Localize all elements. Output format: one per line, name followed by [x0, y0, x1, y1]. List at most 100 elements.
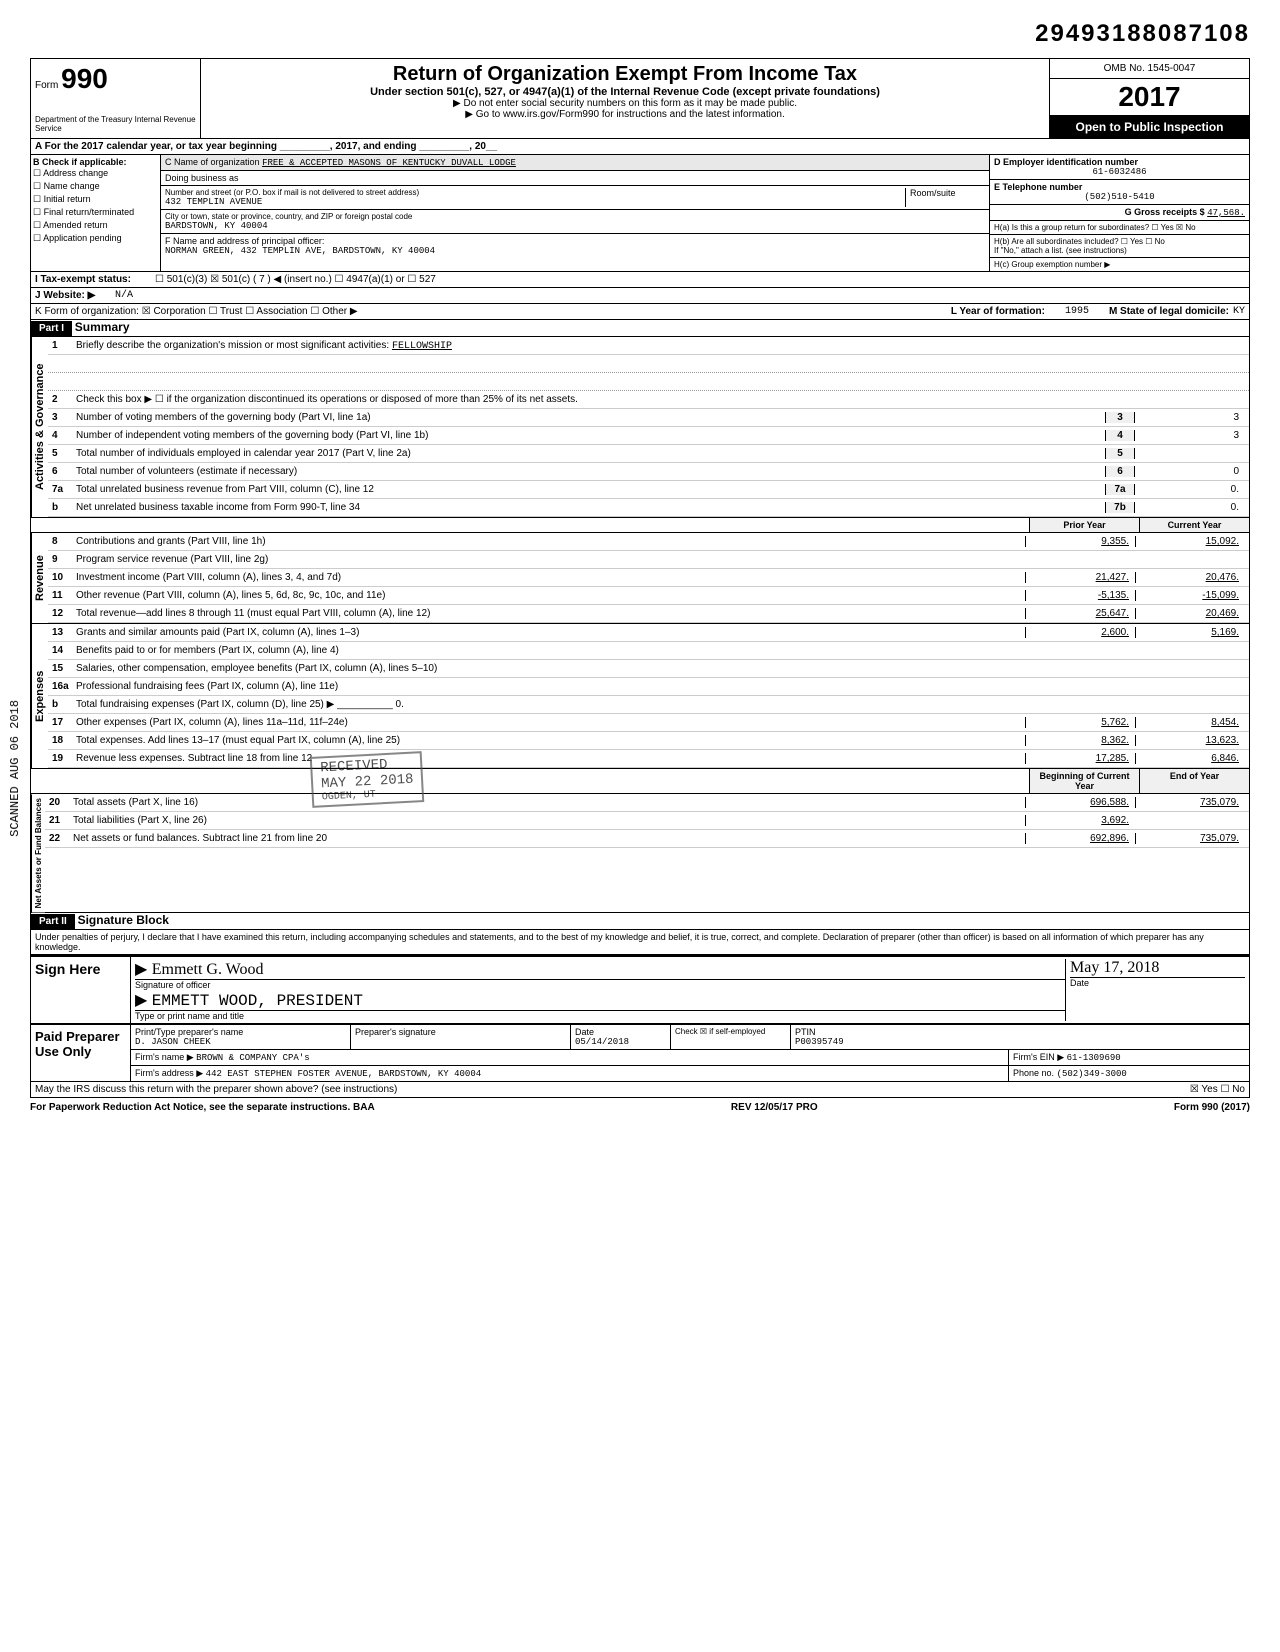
current-val: 15,092. [1135, 536, 1245, 547]
line-desc: Professional fundraising fees (Part IX, … [76, 681, 1025, 692]
cb-final-return[interactable]: Final return/terminated [33, 206, 158, 219]
line-num: 13 [52, 627, 76, 638]
cb-name-change[interactable]: Name change [33, 180, 158, 193]
prior-val: 9,355. [1025, 536, 1135, 547]
financial-line: b Total fundraising expenses (Part IX, c… [48, 696, 1249, 714]
current-val: -15,099. [1135, 590, 1245, 601]
line-num: 16a [52, 681, 76, 692]
netassets-side: Net Assets or Fund Balances [31, 794, 45, 912]
line6-desc: Total number of volunteers (estimate if … [76, 466, 1105, 477]
prior-val: 25,647. [1025, 608, 1135, 619]
line4-val: 3 [1135, 430, 1245, 441]
cb-address-change[interactable]: Address change [33, 167, 158, 180]
cb-initial-return[interactable]: Initial return [33, 193, 158, 206]
footer-right: Form 990 (2017) [1174, 1102, 1250, 1113]
line-desc: Program service revenue (Part VIII, line… [76, 554, 1025, 565]
hb-note: If "No," attach a list. (see instruction… [994, 246, 1127, 255]
line-num: 21 [49, 815, 73, 826]
line-desc: Other expenses (Part IX, column (A), lin… [76, 717, 1025, 728]
firm-label: Firm's name ▶ [135, 1052, 194, 1062]
line7b-val: 0. [1135, 502, 1245, 513]
paid-preparer-label: Paid Preparer Use Only [31, 1025, 131, 1081]
line-num: 8 [52, 536, 76, 547]
line-desc: Benefits paid to or for members (Part IX… [76, 645, 1025, 656]
tel-value: (502)510-5410 [994, 192, 1245, 202]
city-label: City or town, state or province, country… [165, 212, 985, 221]
revenue-side: Revenue [31, 533, 48, 623]
financial-line: 14 Benefits paid to or for members (Part… [48, 642, 1249, 660]
cb-application[interactable]: Application pending [33, 232, 158, 245]
org-city: BARDSTOWN, KY 40004 [165, 221, 985, 231]
dba-label: Doing business as [165, 173, 239, 183]
current-year-header: Current Year [1139, 518, 1249, 532]
ptin-label: PTIN [795, 1027, 1245, 1037]
current-val: 5,169. [1135, 627, 1245, 638]
part2-header: Part II [31, 914, 75, 929]
officer-name: EMMETT WOOD, PRESIDENT [152, 992, 363, 1010]
prior-val: 692,896. [1025, 833, 1135, 844]
date-label: Date [1070, 977, 1245, 988]
sign-here-label: Sign Here [31, 957, 131, 1023]
f-label: F Name and address of principal officer: [165, 236, 985, 246]
prior-val: 17,285. [1025, 753, 1135, 764]
line-desc: Total fundraising expenses (Part IX, col… [76, 699, 1025, 710]
line4-desc: Number of independent voting members of … [76, 430, 1105, 441]
line-num: 5 [52, 448, 76, 459]
line-desc: Other revenue (Part VIII, column (A), li… [76, 590, 1025, 601]
section-header-block: B Check if applicable: Address change Na… [30, 155, 1250, 272]
line-num: 3 [52, 412, 76, 423]
row-k-label: K Form of organization: ☒ Corporation ☐ … [35, 306, 951, 317]
prior-year-header: Prior Year [1029, 518, 1139, 532]
governance-side: Activities & Governance [31, 337, 48, 517]
line-desc: Investment income (Part VIII, column (A)… [76, 572, 1025, 583]
end-year-header: End of Year [1139, 769, 1249, 793]
org-address: 432 TEMPLIN AVENUE [165, 197, 905, 207]
box-label: 6 [1105, 466, 1135, 477]
ein-value: 61-6032486 [994, 167, 1245, 177]
phone-label: Phone no. [1013, 1068, 1054, 1078]
print-label: Print/Type preparer's name [135, 1027, 346, 1037]
line-desc: Salaries, other compensation, employee b… [76, 663, 1025, 674]
ein-label: D Employer identification number [994, 157, 1245, 167]
current-val: 20,476. [1135, 572, 1245, 583]
tax-year: 2017 [1050, 79, 1249, 116]
prior-val: 8,362. [1025, 735, 1135, 746]
discuss-answer: ☒ Yes ☐ No [1190, 1084, 1245, 1095]
line-desc: Net assets or fund balances. Subtract li… [73, 833, 1025, 844]
part2-title: Signature Block [78, 913, 169, 927]
current-val: 13,623. [1135, 735, 1245, 746]
financial-line: 18 Total expenses. Add lines 13–17 (must… [48, 732, 1249, 750]
omb-number: OMB No. 1545-0047 [1050, 59, 1249, 79]
addr-label: Number and street (or P.O. box if mail i… [165, 188, 905, 197]
form-title: Return of Organization Exempt From Incom… [205, 63, 1045, 86]
ptin-value: P00395749 [795, 1037, 1245, 1047]
box-label: 7a [1105, 484, 1135, 495]
ha-row: H(a) Is this a group return for subordin… [990, 221, 1249, 235]
line-desc: Contributions and grants (Part VIII, lin… [76, 536, 1025, 547]
line-num: 17 [52, 717, 76, 728]
line-num: 7a [52, 484, 76, 495]
form-number: 990 [61, 63, 108, 94]
line7a-desc: Total unrelated business revenue from Pa… [76, 484, 1105, 495]
self-employed-check: Check ☒ if self-employed [671, 1025, 791, 1049]
line-desc: Grants and similar amounts paid (Part IX… [76, 627, 1025, 638]
cb-amended[interactable]: Amended return [33, 219, 158, 232]
prior-val: 21,427. [1025, 572, 1135, 583]
prep-date: 05/14/2018 [575, 1037, 666, 1047]
line-num: 10 [52, 572, 76, 583]
beginning-year-header: Beginning of Current Year [1029, 769, 1139, 793]
financial-line: 21 Total liabilities (Part X, line 26) 3… [45, 812, 1249, 830]
box-label: 3 [1105, 412, 1135, 423]
line-num: 4 [52, 430, 76, 441]
financial-line: 17 Other expenses (Part IX, column (A), … [48, 714, 1249, 732]
financial-line: 10 Investment income (Part VIII, column … [48, 569, 1249, 587]
form-label: Form [35, 80, 58, 91]
line-num: 12 [52, 608, 76, 619]
line-num: 14 [52, 645, 76, 656]
financial-line: 20 Total assets (Part X, line 16) 696,58… [45, 794, 1249, 812]
discuss-question: May the IRS discuss this return with the… [35, 1084, 397, 1095]
part1-header: Part I [31, 321, 72, 336]
current-val: 735,079. [1135, 833, 1245, 844]
gross-label: G Gross receipts $ [1125, 207, 1205, 217]
line6-val: 0 [1135, 466, 1245, 477]
